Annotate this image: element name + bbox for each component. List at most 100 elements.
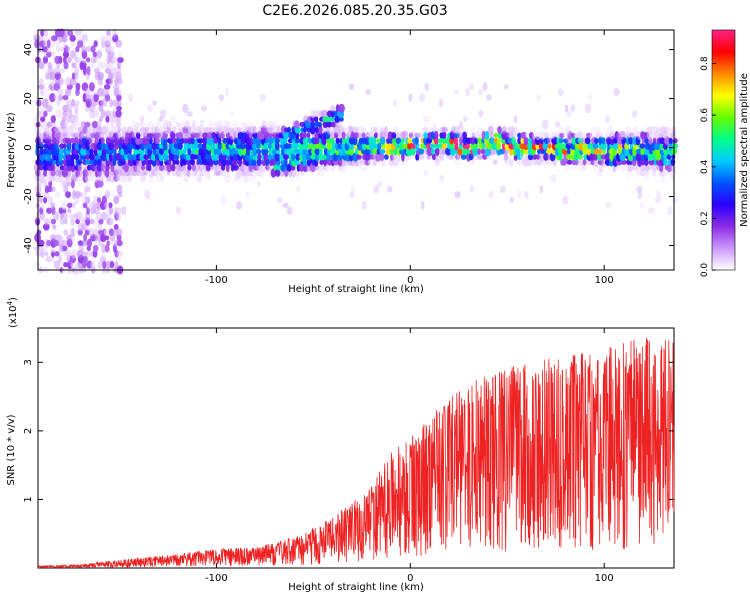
spectrogram-cell bbox=[377, 142, 382, 151]
spectrogram-cell bbox=[42, 45, 48, 53]
spectrogram-cell bbox=[92, 249, 98, 258]
spectrogram-cell bbox=[77, 240, 84, 246]
spectrogram-cell bbox=[86, 250, 92, 257]
spectrogram-cell bbox=[86, 238, 92, 248]
spectrogram-cell bbox=[414, 132, 421, 138]
spectrogram-cell bbox=[163, 119, 169, 130]
spectrogram-cell bbox=[606, 136, 611, 145]
spectrogram-cell bbox=[51, 50, 56, 59]
x-tick-label: 100 bbox=[595, 275, 614, 286]
spectrogram-cell bbox=[267, 137, 275, 145]
spectrogram-cell bbox=[323, 147, 328, 156]
spectrogram-cell bbox=[105, 115, 110, 123]
spectrogram-cell bbox=[365, 89, 372, 96]
spectrogram-cell bbox=[67, 57, 72, 63]
spectrogram-cell bbox=[152, 100, 157, 106]
spectrogram-cell bbox=[92, 56, 98, 64]
spectrogram-cell bbox=[70, 50, 77, 59]
spectrogram-cell bbox=[37, 164, 45, 171]
spectrogram-cell bbox=[439, 175, 445, 182]
spectrogram-cell bbox=[348, 83, 355, 91]
spectrogram-cell bbox=[434, 130, 439, 140]
spectrogram-cell bbox=[318, 153, 325, 161]
y-tick-label: 40 bbox=[23, 43, 34, 56]
spectrogram-cell bbox=[241, 131, 247, 140]
spectrogram-cell bbox=[50, 35, 58, 42]
spectrogram-cell bbox=[600, 137, 606, 145]
spectrogram-cell bbox=[282, 202, 289, 208]
spectrogram-cell bbox=[59, 46, 65, 52]
spectrogram-cell bbox=[92, 244, 99, 252]
spectrogram-cell bbox=[312, 142, 317, 150]
spectrogram-cell bbox=[268, 153, 272, 161]
spectrogram-cell bbox=[103, 228, 110, 237]
spectrogram-cell bbox=[302, 137, 309, 144]
spectrogram-cell bbox=[202, 132, 209, 139]
spectrogram-cell bbox=[445, 136, 451, 145]
spectrogram-x-axis: -100 0 100 bbox=[205, 30, 614, 286]
spectrogram-cell bbox=[52, 224, 57, 230]
spectrogram-cell bbox=[36, 99, 42, 107]
spectrogram-cell bbox=[82, 34, 88, 43]
spectrogram-cell bbox=[197, 131, 204, 140]
spectrogram-cell bbox=[38, 77, 44, 85]
spectrogram-cell bbox=[140, 121, 146, 128]
spectrogram-cell bbox=[370, 125, 375, 135]
spectrogram-cell bbox=[263, 148, 269, 155]
spectrogram-cell bbox=[42, 148, 49, 155]
spectrogram-cell bbox=[435, 147, 440, 156]
spectrogram-cell bbox=[116, 239, 123, 247]
spectrogram-cell bbox=[558, 138, 565, 144]
spectrogram-cell bbox=[159, 109, 167, 119]
spectrogram-cell bbox=[284, 169, 289, 177]
spectrogram-cell bbox=[67, 29, 74, 37]
spectrogram-cell bbox=[564, 104, 569, 113]
spectrogram-cell bbox=[374, 132, 378, 139]
spectrogram-cell bbox=[668, 137, 673, 144]
spectrogram-cell bbox=[178, 121, 185, 128]
spectrogram-cell bbox=[296, 175, 301, 182]
spectrogram-cell bbox=[76, 211, 83, 221]
spectrogram-cell bbox=[74, 66, 79, 75]
spectrogram-cell bbox=[158, 126, 166, 134]
spectrogram-cell bbox=[101, 88, 107, 97]
spectrogram-cell bbox=[63, 28, 69, 37]
spectrogram-cell bbox=[605, 132, 610, 139]
spectrogram-cell bbox=[313, 110, 320, 118]
spectrogram-cell bbox=[228, 143, 235, 149]
colorbar-tick-label: 0.6 bbox=[700, 108, 710, 123]
spectrogram-cell bbox=[616, 164, 621, 172]
spectrogram-cell bbox=[43, 190, 50, 199]
spectrogram-cell bbox=[56, 100, 61, 106]
spectrogram-cell bbox=[420, 143, 425, 150]
spectrogram-cell bbox=[454, 191, 461, 199]
spectrogram-cell bbox=[97, 260, 103, 269]
spectrogram-cell bbox=[88, 82, 95, 92]
spectrogram-cell bbox=[356, 132, 362, 139]
spectrogram-cell bbox=[542, 142, 549, 150]
spectrogram-cell bbox=[67, 207, 72, 214]
spectrogram-cell bbox=[582, 132, 588, 139]
colorbar-tick-label: 0.2 bbox=[700, 211, 710, 225]
spectrogram-cell bbox=[402, 130, 409, 140]
spectrogram-cell bbox=[106, 30, 111, 36]
spectrogram-cell bbox=[620, 162, 626, 173]
spectrogram-cell bbox=[486, 94, 492, 102]
spectrogram-cell bbox=[170, 163, 176, 172]
spectrogram-cell bbox=[74, 136, 79, 146]
spectrogram-cell bbox=[146, 104, 153, 113]
spectrogram-cell bbox=[70, 227, 75, 237]
spectrogram-cell bbox=[211, 131, 216, 139]
spectrogram-cell bbox=[86, 206, 90, 215]
spectrogram-cell bbox=[46, 51, 52, 58]
spectrogram-cell bbox=[190, 136, 195, 145]
spectrogram-cell bbox=[513, 115, 518, 123]
spectrogram-cell bbox=[217, 137, 222, 145]
spectrogram-cell bbox=[478, 110, 484, 118]
x-tick-label: 0 bbox=[407, 573, 413, 584]
spectrogram-cell bbox=[628, 137, 634, 145]
spectrogram-cell bbox=[578, 158, 585, 166]
spectrogram-cell bbox=[324, 116, 331, 122]
spectrogram-cell bbox=[99, 35, 107, 41]
spectrogram-cell bbox=[287, 126, 291, 133]
